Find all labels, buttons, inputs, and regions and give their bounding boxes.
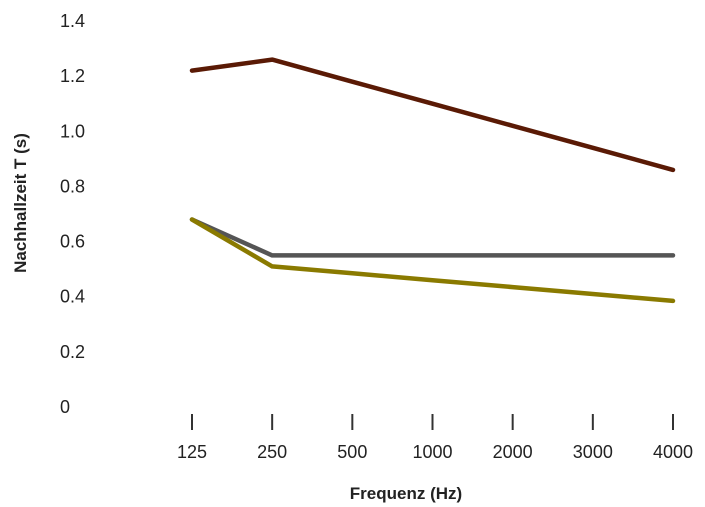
series-line-2 <box>189 217 676 258</box>
x-tick-label: 4000 <box>653 442 693 462</box>
x-tick-label: 3000 <box>573 442 613 462</box>
y-axis-title: Nachhallzeit T (s) <box>11 133 30 273</box>
y-tick-label: 0 <box>60 397 70 417</box>
series-line-1 <box>189 57 676 173</box>
x-tick-label: 250 <box>257 442 287 462</box>
y-tick-label: 0.4 <box>60 287 85 307</box>
y-tick-label: 0.6 <box>60 232 85 252</box>
series-lines <box>189 57 676 304</box>
x-tick-label: 2000 <box>493 442 533 462</box>
y-tick-label: 1.0 <box>60 121 85 141</box>
series-line-3 <box>189 217 676 304</box>
x-tick-label: 125 <box>177 442 207 462</box>
y-tick-label: 0.2 <box>60 342 85 362</box>
y-tick-label: 1.2 <box>60 66 85 86</box>
x-axis-title: Frequenz (Hz) <box>350 484 462 503</box>
x-tick-label: 500 <box>337 442 367 462</box>
y-tick-label: 0.8 <box>60 176 85 196</box>
y-axis-ticks: 0 0.2 0.4 0.6 0.8 1.0 1.2 1.4 <box>60 11 85 417</box>
x-axis-ticks: 125 250 500 1000 2000 3000 4000 <box>177 414 693 462</box>
y-tick-label: 1.4 <box>60 11 85 31</box>
x-tick-label: 1000 <box>412 442 452 462</box>
